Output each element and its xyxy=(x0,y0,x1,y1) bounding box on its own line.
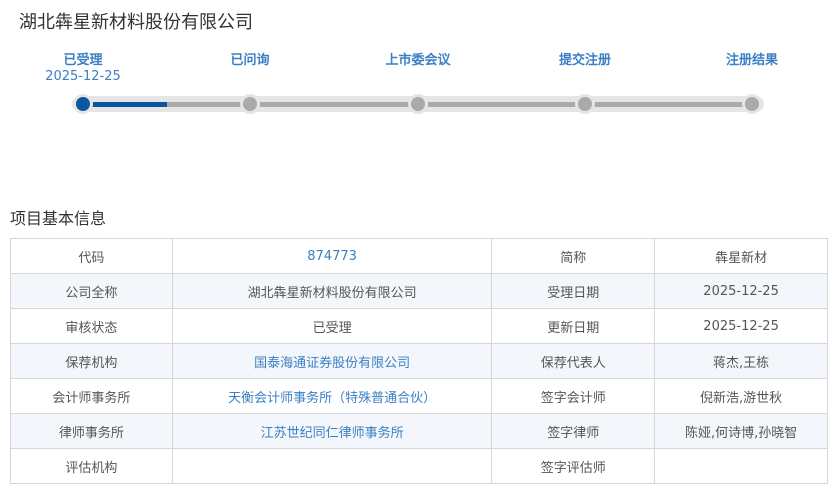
table-row: 公司全称 湖北犇星新材料股份有限公司 受理日期 2025-12-25 xyxy=(10,273,828,309)
label-cell: 公司全称 xyxy=(10,273,173,309)
label-cell: 更新日期 xyxy=(491,308,656,344)
update-date-value: 2025-12-25 xyxy=(654,308,828,344)
table-row: 律师事务所 江苏世纪同仁律师事务所 签字律师 陈娅,何诗博,孙晓智 xyxy=(10,413,828,449)
step-node-registration-result xyxy=(742,94,762,114)
label-cell: 保荐代表人 xyxy=(491,343,656,379)
step-node-inquired xyxy=(240,94,260,114)
step-label-accepted: 已受理 xyxy=(63,53,103,68)
label-cell: 律师事务所 xyxy=(10,413,173,449)
step-label-committee: 上市委会议 xyxy=(385,53,451,68)
info-table: 代码 874773 简称 犇星新材 公司全称 湖北犇星新材料股份有限公司 受理日… xyxy=(10,238,828,484)
table-row: 评估机构 签字评估师 xyxy=(10,448,828,484)
status-value: 已受理 xyxy=(171,308,493,344)
label-cell: 会计师事务所 xyxy=(10,378,173,414)
label-cell: 评估机构 xyxy=(10,448,173,484)
label-cell: 保荐机构 xyxy=(10,343,173,379)
full-name-value: 湖北犇星新材料股份有限公司 xyxy=(171,273,493,309)
sponsor-link[interactable]: 国泰海通证券股份有限公司 xyxy=(171,343,493,379)
label-cell: 审核状态 xyxy=(10,308,173,344)
step-label-registration-result: 注册结果 xyxy=(725,53,778,68)
label-cell: 代码 xyxy=(10,238,173,274)
accept-date-value: 2025-12-25 xyxy=(654,273,828,309)
short-name-value: 犇星新材 xyxy=(654,238,828,274)
accountants-value: 倪新浩,游世秋 xyxy=(654,378,828,414)
accounting-firm-link[interactable]: 天衡会计师事务所（特殊普通合伙） xyxy=(171,378,493,414)
appraisers-value xyxy=(654,448,828,484)
label-cell: 签字评估师 xyxy=(491,448,656,484)
table-row: 保荐机构 国泰海通证券股份有限公司 保荐代表人 蒋杰,王栋 xyxy=(10,343,828,379)
step-node-submit-registration xyxy=(575,94,595,114)
step-label-submit-registration: 提交注册 xyxy=(558,53,611,68)
label-cell: 签字会计师 xyxy=(491,378,656,414)
step-node-committee xyxy=(408,94,428,114)
table-row: 会计师事务所 天衡会计师事务所（特殊普通合伙） 签字会计师 倪新浩,游世秋 xyxy=(10,378,828,414)
code-value[interactable]: 874773 xyxy=(171,238,493,274)
appraisal-firm-value xyxy=(171,448,493,484)
lawyers-value: 陈娅,何诗博,孙晓智 xyxy=(654,413,828,449)
step-node-accepted xyxy=(73,94,93,114)
label-cell: 签字律师 xyxy=(491,413,656,449)
label-cell: 简称 xyxy=(491,238,656,274)
label-cell: 受理日期 xyxy=(491,273,656,309)
section-title: 项目基本信息 xyxy=(10,209,107,228)
progress-fill xyxy=(83,102,167,107)
table-row: 代码 874773 简称 犇星新材 xyxy=(10,238,828,274)
step-label-inquired: 已问询 xyxy=(230,53,270,68)
table-row: 审核状态 已受理 更新日期 2025-12-25 xyxy=(10,308,828,344)
step-date-accepted: 2025-12-25 xyxy=(45,69,121,84)
sponsor-reps-value: 蒋杰,王栋 xyxy=(654,343,828,379)
law-firm-link[interactable]: 江苏世纪同仁律师事务所 xyxy=(171,413,493,449)
company-title: 湖北犇星新材料股份有限公司 xyxy=(19,12,253,33)
